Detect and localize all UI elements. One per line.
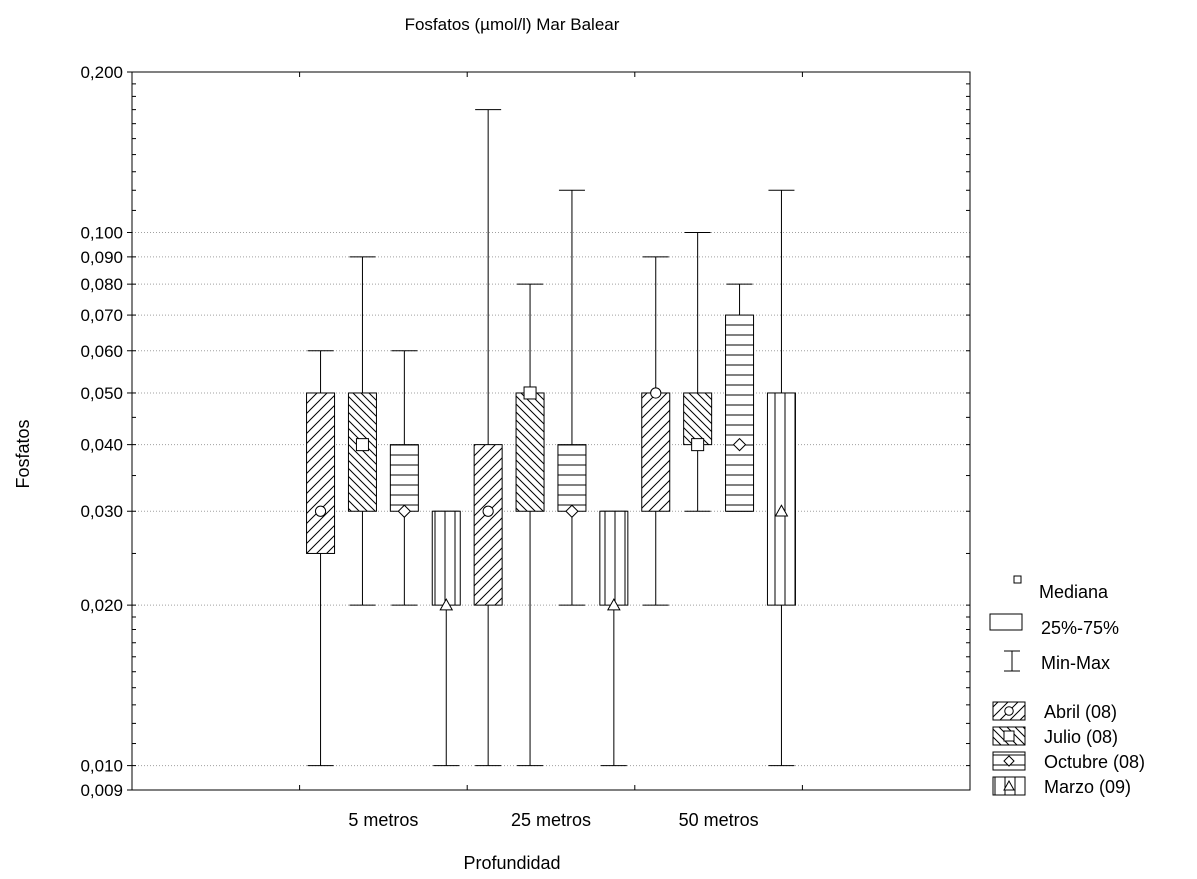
chart-title: Fosfatos (µmol/l) Mar Balear xyxy=(405,15,620,34)
box-vertical xyxy=(431,510,461,767)
y-tick-label: 0,020 xyxy=(80,596,123,615)
y-tick-label: 0,200 xyxy=(80,63,123,82)
legend-minmax-label: Min-Max xyxy=(1041,653,1110,673)
plot-frame xyxy=(131,71,971,791)
box-iqr xyxy=(683,392,713,446)
median-marker-diamond xyxy=(397,504,412,518)
median-marker-diamond xyxy=(565,504,579,518)
box-iqr xyxy=(725,314,755,512)
median-marker-square xyxy=(691,438,705,452)
y-tick-label: 0,080 xyxy=(80,275,123,294)
median-marker-square xyxy=(523,386,537,400)
legend-series-label: Marzo (09) xyxy=(1044,777,1131,797)
y-tick-label: 0,009 xyxy=(80,781,123,800)
box-iqr xyxy=(515,392,545,512)
legend-iqr-label: 25%-75% xyxy=(1041,618,1119,638)
y-tick-label: 0,090 xyxy=(80,248,123,267)
y-tick-labels: 0,009 0,010 0,020 0,030 0,040 0,050 0,060 0,070… xyxy=(80,63,123,800)
y-tick-label: 0,040 xyxy=(80,436,123,455)
box-iqr xyxy=(306,392,336,554)
median-marker-square xyxy=(1003,730,1015,742)
median-marker-triangle xyxy=(439,598,454,611)
y-tick-label: 0,050 xyxy=(80,384,123,403)
y-tick-label: 0,030 xyxy=(80,502,123,521)
box-diag-down xyxy=(347,256,377,606)
axis-ticks xyxy=(127,71,970,791)
legend-item-mediana: Mediana xyxy=(1013,575,1109,602)
box-iqr xyxy=(641,392,671,512)
median-marker-triangle xyxy=(774,504,789,517)
x-tick-labels: 5 metros 25 metros 50 metros xyxy=(348,810,758,830)
box-iqr xyxy=(431,510,461,606)
legend-item-iqr: 25%-75% xyxy=(989,613,1119,638)
box-diag-up xyxy=(641,256,671,606)
box-vertical xyxy=(766,189,796,767)
legend-series-item: Julio (08) xyxy=(992,726,1118,747)
median-marker-square xyxy=(355,438,369,452)
median-marker-triangle xyxy=(1003,779,1015,791)
legend-series-item: Abril (08) xyxy=(992,701,1117,722)
median-marker-triangle xyxy=(607,598,621,611)
plot-area xyxy=(306,109,796,767)
box-horizontal xyxy=(725,283,755,512)
box-horizontal xyxy=(557,189,587,606)
legend-series-item: Marzo (09) xyxy=(992,776,1131,797)
x-tick-label: 5 metros xyxy=(348,810,418,830)
box-diag-up xyxy=(306,350,336,767)
y-tick-label: 0,070 xyxy=(80,306,123,325)
legend: Mediana 25%-75% Min-Max Abril (08) Julio (08… xyxy=(989,575,1145,797)
box-diag-down xyxy=(515,283,545,767)
y-tick-label: 0,100 xyxy=(80,223,123,242)
box-vertical xyxy=(599,510,629,767)
legend-series-label: Abril (08) xyxy=(1044,702,1117,722)
box-diag-up xyxy=(473,109,503,767)
legend-item-minmax: Min-Max xyxy=(1004,650,1110,673)
y-axis-label: Fosfatos xyxy=(13,419,33,488)
median-marker-circle xyxy=(650,387,662,399)
legend-mediana-label: Mediana xyxy=(1039,582,1109,602)
y-tick-label: 0,060 xyxy=(80,342,123,361)
box-iqr xyxy=(389,444,419,512)
box-iqr xyxy=(766,392,796,606)
x-axis-label: Profundidad xyxy=(463,853,560,873)
box-diag-down xyxy=(683,231,713,512)
legend-series-item: Octubre (08) xyxy=(992,751,1145,772)
box-horizontal xyxy=(389,350,419,606)
box-iqr xyxy=(473,444,503,606)
legend-iqr-symbol xyxy=(989,613,1023,631)
median-marker-diamond xyxy=(732,437,747,452)
box-iqr xyxy=(557,444,587,512)
x-tick-label: 50 metros xyxy=(679,810,759,830)
box-iqr xyxy=(599,510,629,606)
median-marker-circle xyxy=(482,505,494,517)
grid-lines xyxy=(132,71,970,791)
box-iqr xyxy=(347,392,377,512)
median-marker-diamond xyxy=(1003,755,1015,767)
median-marker-circle xyxy=(1004,706,1014,716)
legend-mediana-symbol xyxy=(1013,575,1022,584)
x-tick-label: 25 metros xyxy=(511,810,591,830)
y-tick-label: 0,010 xyxy=(80,757,123,776)
median-marker-circle xyxy=(314,505,327,517)
legend-series-label: Julio (08) xyxy=(1044,727,1118,747)
legend-series-label: Octubre (08) xyxy=(1044,752,1145,772)
